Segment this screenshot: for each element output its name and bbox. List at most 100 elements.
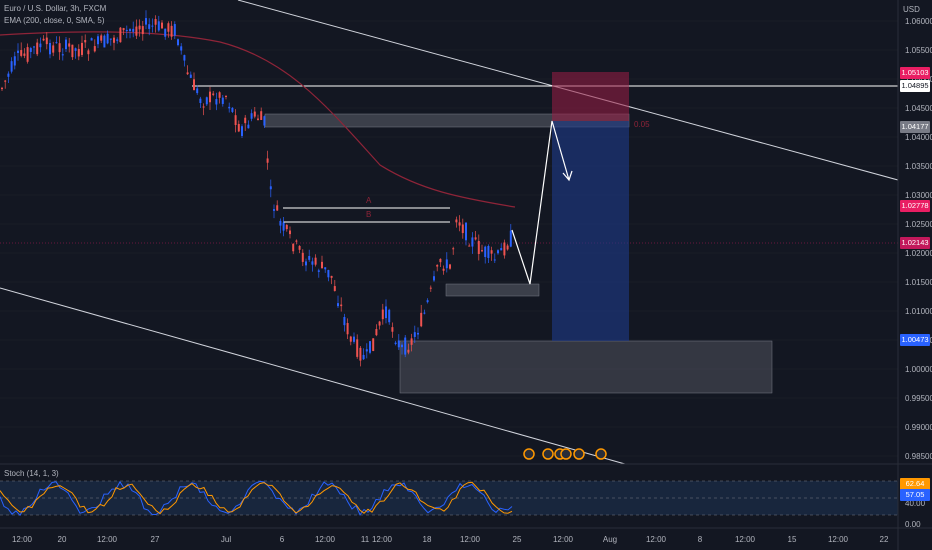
candle: [65, 39, 67, 50]
price-axis-label: 1.04500: [905, 104, 932, 113]
candles: [1, 10, 512, 367]
time-axis-label: 12:00: [735, 535, 756, 544]
candle: [247, 124, 250, 129]
candle: [487, 245, 490, 258]
stoch-legend[interactable]: Stoch (14, 1, 3): [4, 469, 59, 478]
price-axis-label: 0.98500: [905, 452, 932, 461]
candle: [369, 341, 371, 353]
candle: [321, 261, 323, 269]
price-axis-label: 1.03000: [905, 191, 932, 200]
stoch-tag: 62.64: [900, 478, 930, 490]
candle: [439, 258, 442, 263]
price-axis-label: 1.02500: [905, 220, 932, 229]
candle: [381, 309, 384, 320]
candle: [122, 28, 125, 31]
candle: [343, 317, 346, 326]
candle: [71, 44, 74, 58]
candle: [477, 240, 480, 255]
zone-label: 0.05: [634, 120, 650, 129]
candle: [433, 276, 435, 281]
candle: [503, 242, 506, 256]
time-axis-label: 27: [151, 535, 160, 544]
candle: [372, 338, 375, 351]
price-tag: 1.04177: [900, 121, 930, 133]
take-profit-box[interactable]: [552, 121, 629, 341]
time-axis[interactable]: 12:00 20 12:00 27 Jul 6 12:00 11 12:00 18 12:00 25 1…: [12, 535, 889, 544]
time-axis-label: 18: [423, 535, 432, 544]
candle: [378, 321, 381, 326]
large-demand-zone[interactable]: [399, 340, 773, 394]
stop-loss-box[interactable]: [552, 72, 629, 121]
candle: [132, 28, 135, 32]
candle: [183, 55, 186, 61]
candle: [388, 309, 391, 323]
stoch-k-line: [0, 480, 513, 517]
candle: [509, 230, 512, 247]
candle: [333, 286, 336, 291]
candle: [221, 97, 224, 104]
candle: [196, 88, 199, 94]
candle: [311, 261, 314, 265]
candle: [205, 97, 208, 105]
candle: [429, 287, 432, 289]
candle: [413, 332, 416, 337]
stoch-axis-label: 40.00: [905, 499, 926, 508]
candle: [269, 186, 272, 190]
candle: [391, 327, 394, 332]
candle: [308, 255, 311, 260]
event-icons[interactable]: [523, 448, 607, 460]
price-axis-label: 1.01000: [905, 307, 932, 316]
candle: [365, 349, 368, 352]
price-axis-label: 1.03500: [905, 162, 932, 171]
price-axis-label: 1.04000: [905, 133, 932, 142]
candle: [314, 257, 317, 265]
price-axis-label: 1.00000: [905, 365, 932, 374]
candle: [215, 99, 218, 105]
stoch-band: [0, 481, 898, 515]
candle: [289, 230, 291, 235]
price-axis-label: 1.02000: [905, 249, 932, 258]
candle: [42, 38, 45, 41]
time-axis-label: Aug: [603, 535, 617, 544]
candle: [87, 50, 90, 55]
ema-legend[interactable]: EMA (200, close, 0, SMA, 5): [4, 16, 105, 25]
candle: [36, 42, 39, 55]
candle: [340, 304, 343, 307]
candle: [17, 50, 19, 53]
candle: [49, 42, 51, 55]
candle: [253, 111, 256, 117]
price-tag: 1.05103: [900, 67, 930, 79]
currency-label: USD: [903, 5, 920, 14]
candle: [209, 91, 211, 103]
candle: [458, 222, 461, 226]
candle: [260, 111, 263, 120]
candle: [285, 224, 288, 230]
candle: [250, 113, 253, 119]
stoch-tag: 57.05: [900, 489, 930, 501]
time-axis-label: 12:00: [12, 535, 33, 544]
candle: [465, 222, 467, 241]
channel-lower-line: [0, 287, 626, 465]
price-axis-label: 1.05000: [905, 75, 932, 84]
candle: [170, 25, 173, 37]
time-axis-label: 12:00: [828, 535, 849, 544]
candle: [493, 259, 496, 261]
symbol-legend[interactable]: Euro / U.S. Dollar, 3h, FXCM: [4, 4, 107, 13]
projection-path: [511, 120, 570, 285]
time-axis-label: 15: [788, 535, 797, 544]
time-axis-label: 20: [58, 535, 67, 544]
candle: [116, 39, 119, 41]
candle: [337, 303, 339, 307]
candle: [282, 222, 285, 231]
time-axis-label: 12:00: [97, 535, 118, 544]
small-demand-zone[interactable]: [445, 283, 540, 297]
candle: [84, 40, 87, 43]
candle: [90, 38, 93, 41]
candle: [202, 106, 205, 108]
candle: [266, 158, 269, 163]
candle: [324, 267, 327, 270]
candle: [1, 87, 3, 90]
candle: [301, 252, 304, 262]
candle: [218, 92, 221, 98]
